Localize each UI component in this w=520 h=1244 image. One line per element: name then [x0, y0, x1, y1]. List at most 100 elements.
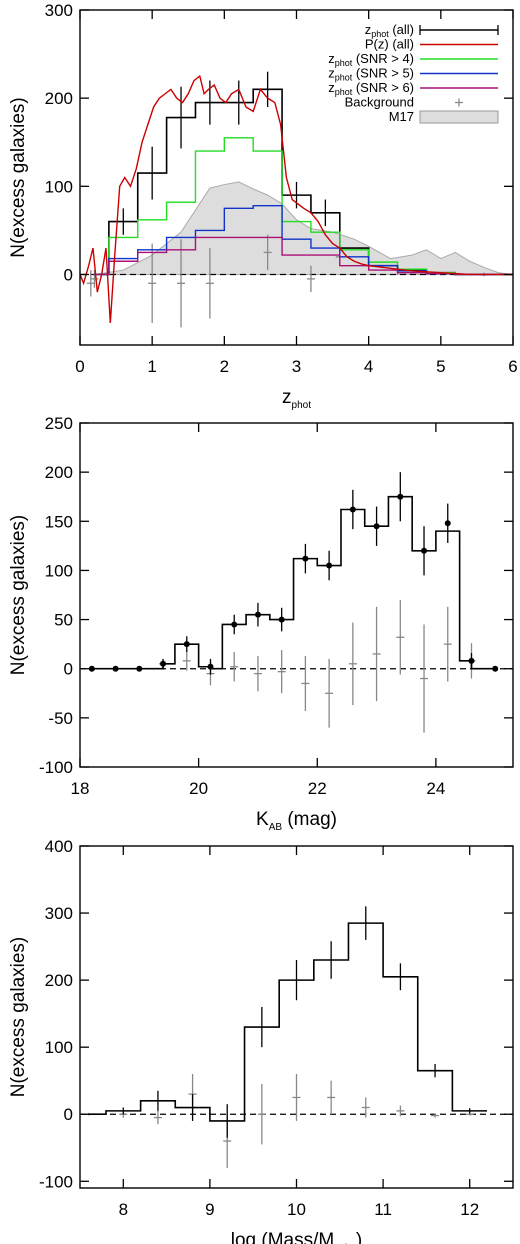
- x-label-sub: AB: [269, 822, 283, 833]
- y-tick-label: 400: [45, 837, 73, 856]
- data-point: [492, 665, 499, 672]
- background-point: [292, 1074, 301, 1121]
- legend-label: zphot (all): [365, 22, 414, 39]
- background-point: [372, 606, 381, 702]
- legend-swatch: [419, 110, 499, 124]
- background-point: [348, 622, 357, 706]
- legend-label-main: z: [365, 22, 372, 37]
- x-tick-label: 5: [436, 357, 445, 376]
- chart-panel-3: 8 9 10 11 12 -100 0 100 200 300 400 N(excess galaxi…: [8, 837, 514, 1244]
- y-axis-label: N(excess galaxies): [8, 515, 29, 676]
- background-point: [153, 1110, 162, 1125]
- legend-item: zphot (SNR > 5): [328, 66, 498, 83]
- point-marker: [397, 493, 404, 500]
- legend-label: zphot (SNR > 5): [328, 66, 414, 83]
- x-axis-label: log (Mass/Msolar): [231, 1230, 362, 1244]
- legend-item: zphot (SNR > 6): [328, 80, 498, 97]
- data-point: [278, 607, 285, 632]
- background-point: [443, 606, 452, 682]
- point-marker: [421, 547, 428, 554]
- legend-label-rest: (all): [389, 22, 414, 37]
- data-point: [112, 665, 119, 672]
- histogram-series-1: [91, 495, 496, 670]
- background-point: [253, 655, 262, 692]
- background-point: [327, 1080, 336, 1115]
- x-tick-label: 6: [508, 357, 517, 376]
- legend-label-sub: phot: [335, 73, 353, 83]
- y-tick-label: 200: [45, 971, 73, 990]
- legend: zphot (all)P(z) (all)zphot (SNR > 4)zpho…: [328, 22, 499, 124]
- legend-label: P(z) (all): [365, 37, 414, 52]
- x-tick-label: 2: [220, 357, 229, 376]
- x-tick-label: 1: [147, 357, 156, 376]
- background-point: [301, 655, 310, 711]
- x-tick-label: 24: [426, 779, 445, 798]
- background-point: [86, 270, 95, 297]
- data-point: [421, 526, 428, 576]
- legend-label-main: z: [328, 51, 335, 66]
- background-point: [263, 234, 272, 271]
- legend-item: M17: [389, 109, 499, 124]
- data-point: [444, 503, 451, 543]
- x-label-sub: phot: [292, 400, 312, 411]
- y-tick-label: 100: [45, 561, 73, 580]
- data-point: [160, 658, 167, 669]
- point-marker: [183, 641, 190, 648]
- plot-frame: [79, 422, 514, 768]
- legend-label-main: Background: [345, 95, 414, 110]
- x-axis-label: zphot: [282, 387, 311, 411]
- point-marker: [160, 660, 167, 667]
- legend-item: zphot (SNR > 4): [328, 51, 498, 68]
- point-marker: [112, 665, 119, 672]
- background-point: [230, 652, 239, 682]
- y-tick-label: 0: [64, 265, 73, 284]
- point-marker: [373, 523, 380, 530]
- x-tick-label: 4: [364, 357, 373, 376]
- point-marker: [492, 665, 499, 672]
- point-marker: [207, 663, 214, 670]
- y-tick-label: 0: [64, 1105, 73, 1124]
- data-point: [468, 652, 475, 669]
- legend-label-main: M17: [389, 109, 414, 124]
- point-marker: [231, 621, 238, 628]
- x-tick-label: 0: [75, 357, 84, 376]
- background-point: [182, 651, 191, 671]
- point-marker: [349, 506, 356, 513]
- legend-label-rest: (SNR > 6): [352, 80, 414, 95]
- data-point: [136, 665, 143, 672]
- background-point: [396, 1105, 405, 1117]
- histogram-series-4: [94, 236, 513, 276]
- y-tick-label: 250: [45, 414, 73, 433]
- x-label-rest: ): [356, 1230, 362, 1244]
- legend-label-main: P(z) (all): [365, 37, 414, 52]
- legend-item: zphot (all): [365, 22, 499, 39]
- y-tick-label: 300: [45, 904, 73, 923]
- data-point: [397, 472, 404, 522]
- background-point: [396, 599, 405, 675]
- x-label-main: log (Mass/M: [231, 1230, 334, 1244]
- background-point: [431, 1113, 440, 1118]
- background-point: [361, 1097, 370, 1118]
- x-tick-label: 22: [308, 779, 327, 798]
- y-axis-label: N(excess galaxies): [8, 937, 29, 1098]
- pz-curve: [79, 74, 513, 324]
- x-tick-label: 18: [71, 779, 90, 798]
- legend-label-rest: (SNR > 5): [352, 66, 414, 81]
- legend-label-sub: phot: [335, 87, 353, 97]
- data-point: [349, 489, 356, 530]
- point-marker: [302, 555, 309, 562]
- x-label-main: z: [282, 387, 292, 408]
- legend-label: M17: [389, 109, 414, 124]
- background-point: [177, 239, 186, 328]
- background-point: [90, 270, 99, 288]
- background-point: [325, 658, 334, 728]
- y-tick-label: -100: [39, 758, 73, 777]
- legend-item: Background: [345, 95, 463, 110]
- legend-item: P(z) (all): [365, 37, 498, 52]
- x-axis-label: KAB (mag): [256, 809, 337, 833]
- point-marker: [136, 665, 143, 672]
- legend-label: zphot (SNR > 4): [328, 51, 414, 68]
- data-point: [254, 602, 261, 627]
- y-tick-label: 100: [45, 177, 73, 196]
